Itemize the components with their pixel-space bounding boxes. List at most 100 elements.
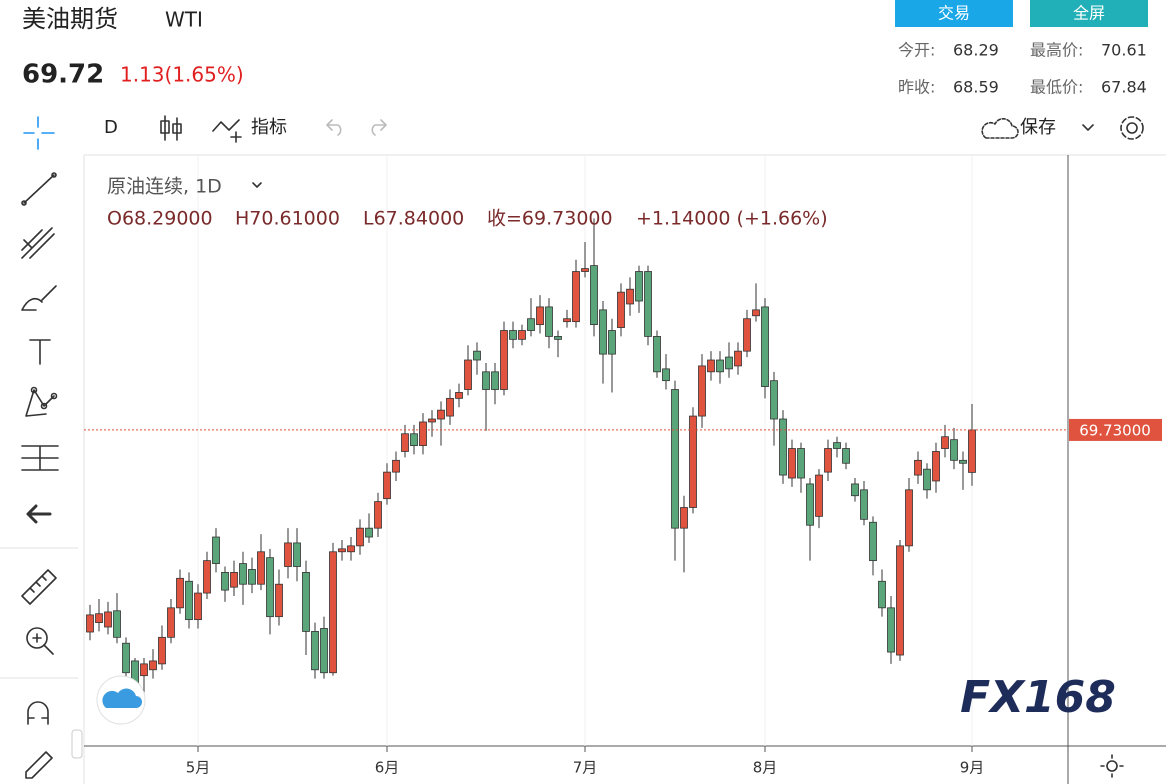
indicator-icon[interactable] (212, 119, 242, 143)
candle-body (788, 448, 796, 479)
candle-body (437, 409, 445, 420)
candles (86, 218, 976, 700)
ohlc-legend: +1.14000 (+1.66%) (636, 208, 828, 230)
ohlc-legend: H70.61000 (235, 208, 340, 230)
candle-body (158, 636, 166, 665)
fullscreen-button[interactable] (1030, 0, 1148, 27)
trade-label[interactable]: 交易 (938, 4, 970, 23)
candle-body (482, 371, 490, 390)
stat-value: 68.59 (953, 78, 999, 97)
indicators[interactable]: 指标 (251, 117, 287, 138)
candle-body (113, 610, 121, 638)
sidebar-collapse[interactable] (71, 729, 83, 759)
ohlc-legend: 收=69.73000 (487, 208, 613, 230)
candle-body (968, 429, 976, 473)
candle-body (932, 451, 940, 482)
candle-body (698, 365, 706, 417)
candle-body (833, 442, 841, 449)
candle-body (743, 318, 751, 352)
title: 美油期货 (22, 5, 118, 33)
candle-body (311, 631, 319, 671)
candle-body (104, 611, 112, 628)
interval[interactable]: D (104, 117, 118, 138)
candle-body (167, 607, 175, 638)
candle-body (896, 545, 904, 656)
candle-body (86, 614, 94, 633)
candle-body (536, 306, 544, 326)
save[interactable]: 保存 (1020, 117, 1056, 138)
candle-body (455, 392, 463, 399)
candle-body (797, 448, 805, 479)
candle-body (410, 433, 418, 446)
candle-body (248, 569, 256, 585)
candle-body (257, 551, 265, 585)
candle-body (653, 336, 661, 373)
candle-body (293, 542, 301, 567)
symbol: WTI (165, 8, 203, 32)
candle-body (500, 330, 508, 390)
stat-label: 最低价: (1030, 78, 1083, 97)
candle-body (446, 397, 454, 417)
stat-label: 今开: (898, 41, 935, 60)
candle-body (95, 613, 103, 623)
undo-redo[interactable] (326, 119, 387, 136)
candle-body (725, 356, 733, 370)
candle-body (464, 359, 472, 390)
candle-body (347, 545, 355, 553)
candle-body (923, 468, 931, 491)
candle-body (770, 380, 778, 420)
candle-body (617, 291, 625, 328)
candle-body (185, 580, 193, 621)
candle-body (590, 265, 598, 326)
candle-body (941, 436, 949, 449)
x-tick-label: 6月 (375, 759, 400, 777)
candle-body (122, 642, 130, 674)
last-price-badge (1069, 418, 1162, 441)
crosshair-tool[interactable] (23, 116, 55, 150)
stat-label: 昨收: (898, 78, 935, 97)
change: 1.13(1.65%) (120, 63, 244, 87)
candle-body (581, 268, 589, 272)
candle-body (815, 474, 823, 517)
save-menu[interactable] (1082, 124, 1094, 131)
candle-body (275, 583, 283, 618)
last-price-label: 69.73000 (1079, 421, 1151, 439)
candle-type-icon[interactable] (160, 115, 182, 141)
candle-body (734, 350, 742, 367)
ohlc-legend: O68.29000 (107, 208, 213, 230)
candle-body (752, 309, 760, 317)
price: 69.72 (22, 60, 104, 90)
chart-legend: 原油连续, 1D (107, 176, 222, 198)
candle-body (635, 271, 643, 302)
x-tick-label: 5月 (186, 759, 211, 777)
fullscreen-label[interactable]: 全屏 (1073, 4, 1105, 23)
candle-body (527, 318, 535, 331)
trade-button[interactable] (895, 0, 1013, 27)
candle-body (383, 471, 391, 500)
candle-body (626, 288, 634, 305)
time-axis-settings[interactable] (1100, 754, 1124, 778)
candle-body (473, 350, 481, 361)
candle-body (491, 371, 499, 390)
candle-body (554, 336, 562, 340)
stat-value: 70.61 (1101, 41, 1147, 60)
logo-cloud (102, 688, 142, 708)
watermark: FX168 (960, 672, 1116, 723)
cloud-icon[interactable] (981, 118, 1019, 139)
x-tick-label: 7月 (573, 759, 598, 777)
candle-body (221, 572, 229, 591)
settings-icon[interactable] (1120, 116, 1144, 140)
candle-body (680, 507, 688, 529)
legend-menu[interactable] (252, 182, 262, 188)
candle-body (509, 330, 517, 340)
sidebar-tools[interactable] (21, 172, 59, 779)
candle-body (869, 521, 877, 562)
candle-body (284, 542, 292, 567)
candle-body (914, 459, 922, 476)
candle-body (140, 663, 148, 677)
candle-body (356, 527, 364, 547)
candle-body (392, 459, 400, 473)
candle-body (824, 448, 832, 473)
